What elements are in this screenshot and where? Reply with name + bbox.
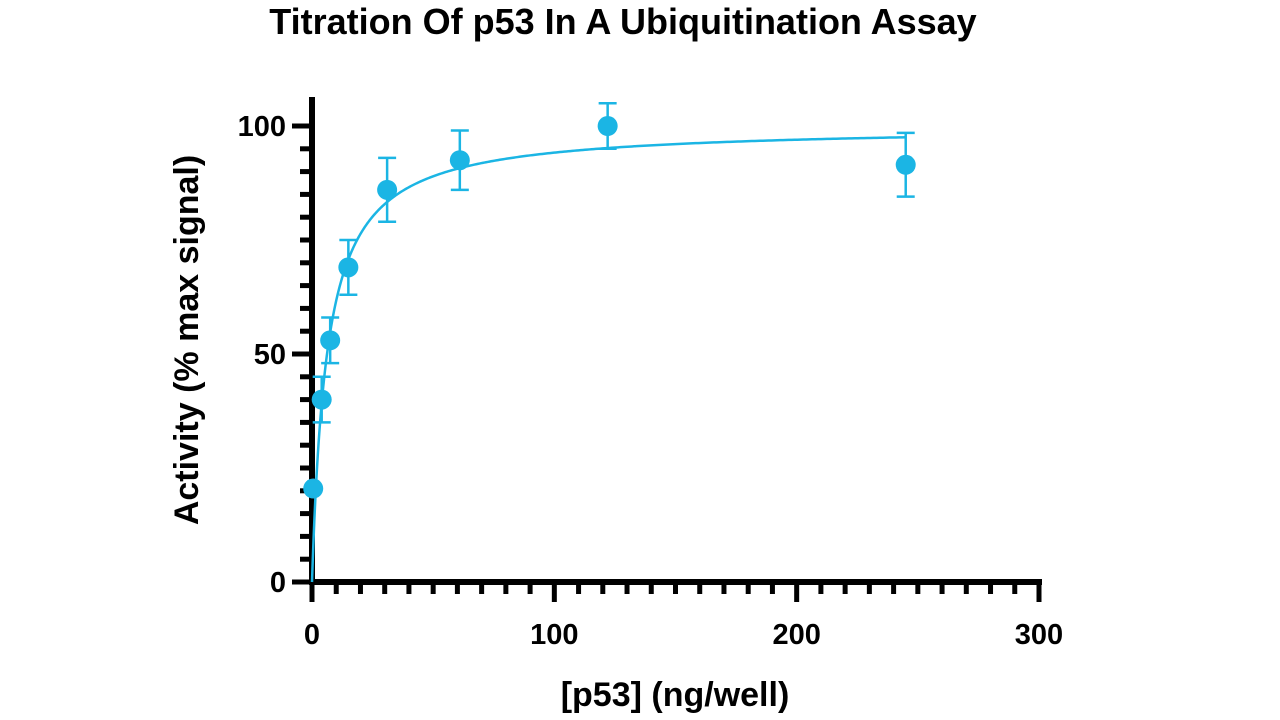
x-tick-label: 100	[530, 619, 578, 651]
x-tick-label: 300	[1015, 619, 1063, 651]
chart-title: Titration Of p53 In A Ubiquitination Ass…	[269, 1, 976, 42]
data-point	[895, 154, 916, 175]
data-point	[338, 257, 359, 278]
points-layer	[303, 101, 916, 499]
data-point	[449, 150, 470, 171]
y-tick-label: 0	[270, 567, 286, 599]
data-point	[377, 179, 398, 200]
data-point	[320, 330, 341, 351]
data-point	[311, 389, 332, 410]
y-tick-label: 50	[254, 339, 286, 371]
data-point	[303, 478, 324, 499]
x-axis-label: [p53] (ng/well)	[561, 676, 790, 714]
x-tick-label: 0	[304, 619, 320, 651]
axes: 0 50 100 0 100 200 300	[238, 97, 1063, 651]
y-tick-label: 100	[238, 111, 286, 143]
x-tick-label: 200	[772, 619, 820, 651]
fit-layer	[310, 136, 906, 583]
fit-curve	[310, 136, 906, 583]
data-point	[597, 116, 618, 136]
y-axis-label: Activity (% max signal)	[168, 155, 206, 525]
